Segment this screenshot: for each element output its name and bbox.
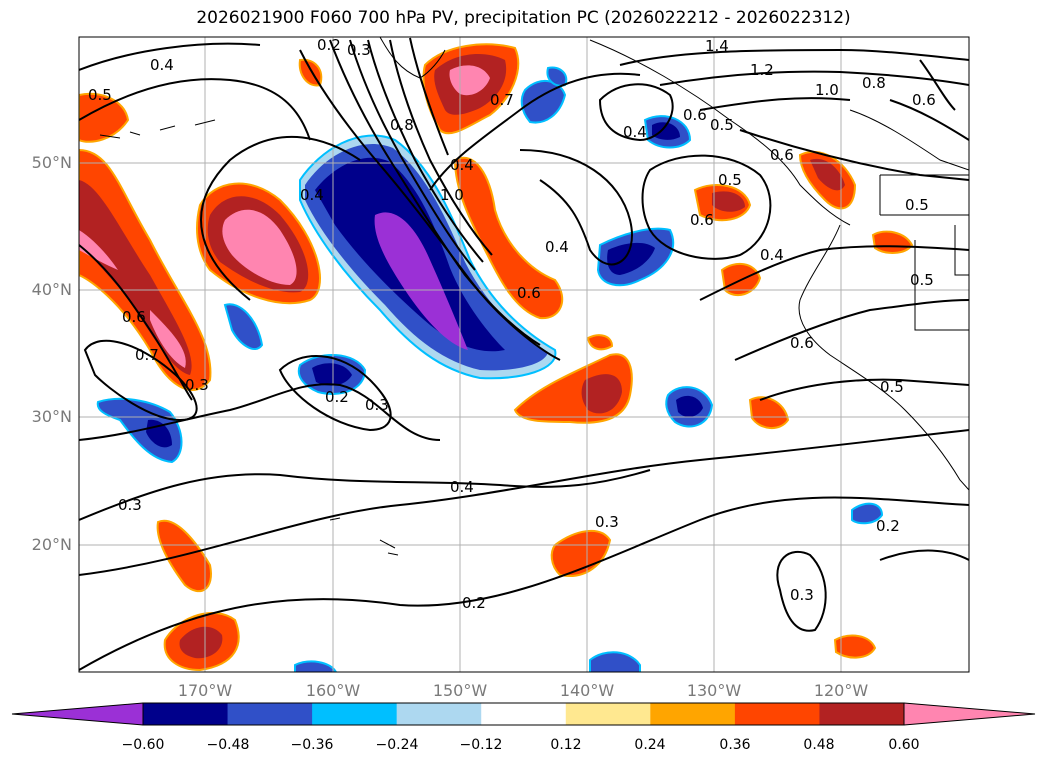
contour-label: 0.8 bbox=[862, 74, 886, 92]
contour-label: 0.3 bbox=[790, 586, 814, 604]
contour-label: 0.2 bbox=[876, 517, 900, 535]
colorbar-min-extend bbox=[12, 703, 143, 725]
contour-label: 0.5 bbox=[710, 116, 734, 134]
contour-label: 1.2 bbox=[750, 61, 774, 79]
colorbar-tick-label: 0.24 bbox=[634, 737, 666, 753]
lon-label-140w: 140°W bbox=[559, 681, 615, 700]
contour-label: 0.5 bbox=[880, 378, 904, 396]
contour-label: 0.3 bbox=[347, 41, 371, 59]
colorbar-tick-label: 0.60 bbox=[888, 737, 920, 753]
lat-label-20n: 20°N bbox=[31, 535, 72, 554]
contour-label: 0.4 bbox=[450, 478, 474, 496]
colorbar-cell bbox=[143, 703, 229, 725]
map-title: 2026021900 F060 700 hPa PV, precipitatio… bbox=[196, 8, 851, 28]
colorbar-tick-label: 0.48 bbox=[803, 737, 835, 753]
colorbar-tick-label: 0.12 bbox=[550, 737, 582, 753]
contour-label: 0.7 bbox=[490, 91, 514, 109]
contour-label: 0.5 bbox=[910, 271, 934, 289]
lon-label-160w: 160°W bbox=[305, 681, 361, 700]
lat-label-40n: 40°N bbox=[31, 280, 72, 299]
contour-labels: 1.4 1.2 1.0 0.8 0.6 0.5 0.4 0.5 0.6 1.0 … bbox=[88, 36, 936, 612]
contour-label: 0.4 bbox=[300, 186, 324, 204]
contour-label: 0.6 bbox=[683, 106, 707, 124]
contour-label: 0.5 bbox=[718, 171, 742, 189]
colorbar-tick-label: 0.36 bbox=[719, 737, 751, 753]
colorbar-cell bbox=[227, 703, 313, 725]
colorbar-tick-label: −0.12 bbox=[459, 737, 503, 753]
colorbar-cell bbox=[396, 703, 482, 725]
contour-label: 0.4 bbox=[450, 156, 474, 174]
colorbar-cell bbox=[481, 703, 567, 725]
colorbar-cell bbox=[650, 703, 736, 725]
lon-label-170w: 170°W bbox=[177, 681, 233, 700]
colorbar-cell bbox=[819, 703, 905, 725]
contour-label: 0.6 bbox=[912, 91, 936, 109]
map-plot: 1.4 1.2 1.0 0.8 0.6 0.5 0.4 0.5 0.6 1.0 … bbox=[79, 36, 969, 672]
contour-label: 0.5 bbox=[88, 86, 112, 104]
colorbar-tick-label: −0.24 bbox=[375, 737, 419, 753]
contour-label: 0.6 bbox=[790, 334, 814, 352]
pv-contour-layer bbox=[79, 37, 969, 671]
colorbar-tick-label: −0.36 bbox=[290, 737, 334, 753]
map-frame bbox=[78, 36, 970, 673]
lon-label-120w: 120°W bbox=[813, 681, 869, 700]
lon-label-130w: 130°W bbox=[686, 681, 742, 700]
colorbar bbox=[11, 702, 1036, 726]
graticule bbox=[79, 37, 969, 672]
contour-label: 0.3 bbox=[595, 513, 619, 531]
contour-label: 0.5 bbox=[905, 196, 929, 214]
contour-label: 1.0 bbox=[440, 186, 464, 204]
contour-label: 0.3 bbox=[118, 496, 142, 514]
lat-label-50n: 50°N bbox=[31, 153, 72, 172]
contour-label: 0.2 bbox=[325, 388, 349, 406]
colorbar-cell bbox=[312, 703, 398, 725]
contour-label: 0.4 bbox=[150, 56, 174, 74]
contour-label: 0.6 bbox=[770, 146, 794, 164]
colorbar-tick-label: −0.48 bbox=[206, 737, 250, 753]
colorbar-tick-label: −0.60 bbox=[121, 737, 165, 753]
contour-label: 0.4 bbox=[760, 246, 784, 264]
lat-label-30n: 30°N bbox=[31, 407, 72, 426]
contour-label: 0.4 bbox=[545, 238, 569, 256]
colorbar-max-extend bbox=[904, 703, 1035, 725]
contour-label: 0.6 bbox=[122, 308, 146, 326]
shaded-field-layer bbox=[79, 43, 914, 672]
contour-label: 0.6 bbox=[517, 284, 541, 302]
contour-label: 0.4 bbox=[623, 123, 647, 141]
coastline-layer bbox=[99, 37, 969, 556]
colorbar-cell bbox=[565, 703, 651, 725]
contour-label: 0.3 bbox=[185, 376, 209, 394]
colorbar-cell bbox=[734, 703, 820, 725]
contour-label: 1.0 bbox=[815, 81, 839, 99]
lon-label-150w: 150°W bbox=[432, 681, 488, 700]
contour-label: 1.4 bbox=[705, 37, 729, 55]
contour-label: 0.2 bbox=[317, 36, 341, 54]
contour-label: 0.8 bbox=[390, 116, 414, 134]
contour-label: 0.2 bbox=[462, 594, 486, 612]
contour-label: 0.7 bbox=[135, 346, 159, 364]
contour-label: 0.6 bbox=[690, 211, 714, 229]
contour-label: 0.3 bbox=[365, 396, 389, 414]
